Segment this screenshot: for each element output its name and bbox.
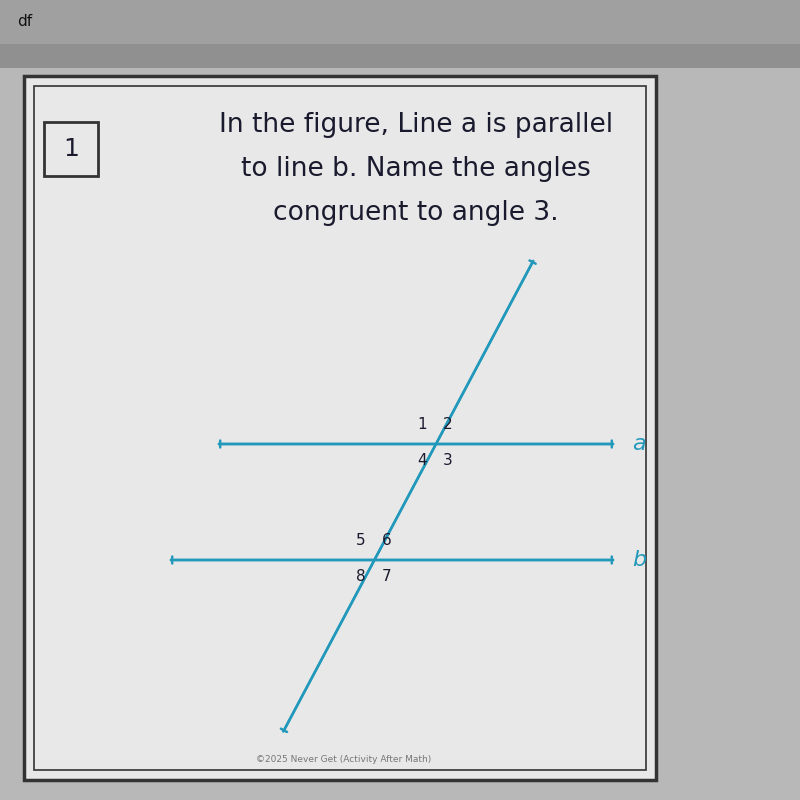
Text: 4: 4	[418, 453, 427, 468]
Text: congruent to angle 3.: congruent to angle 3.	[273, 200, 559, 226]
Text: 1: 1	[418, 417, 427, 432]
Text: In the figure, Line a is parallel: In the figure, Line a is parallel	[219, 112, 613, 138]
Text: ©2025 Never Get (Activity After Math): ©2025 Never Get (Activity After Math)	[256, 755, 432, 765]
Text: 2: 2	[443, 417, 453, 432]
Text: 1: 1	[63, 137, 79, 161]
Text: 6: 6	[382, 533, 391, 548]
Text: a: a	[632, 434, 646, 454]
Text: 3: 3	[443, 453, 453, 468]
Text: 8: 8	[356, 569, 366, 584]
Bar	[0, 44, 800, 68]
Text: b: b	[632, 550, 646, 570]
Bar	[34, 86, 646, 770]
Bar	[44, 122, 98, 176]
Bar	[24, 76, 656, 780]
Text: df: df	[18, 14, 33, 30]
Text: 5: 5	[356, 533, 366, 548]
Bar	[0, 0, 800, 44]
Text: 7: 7	[382, 569, 391, 584]
Text: to line b. Name the angles: to line b. Name the angles	[241, 156, 591, 182]
